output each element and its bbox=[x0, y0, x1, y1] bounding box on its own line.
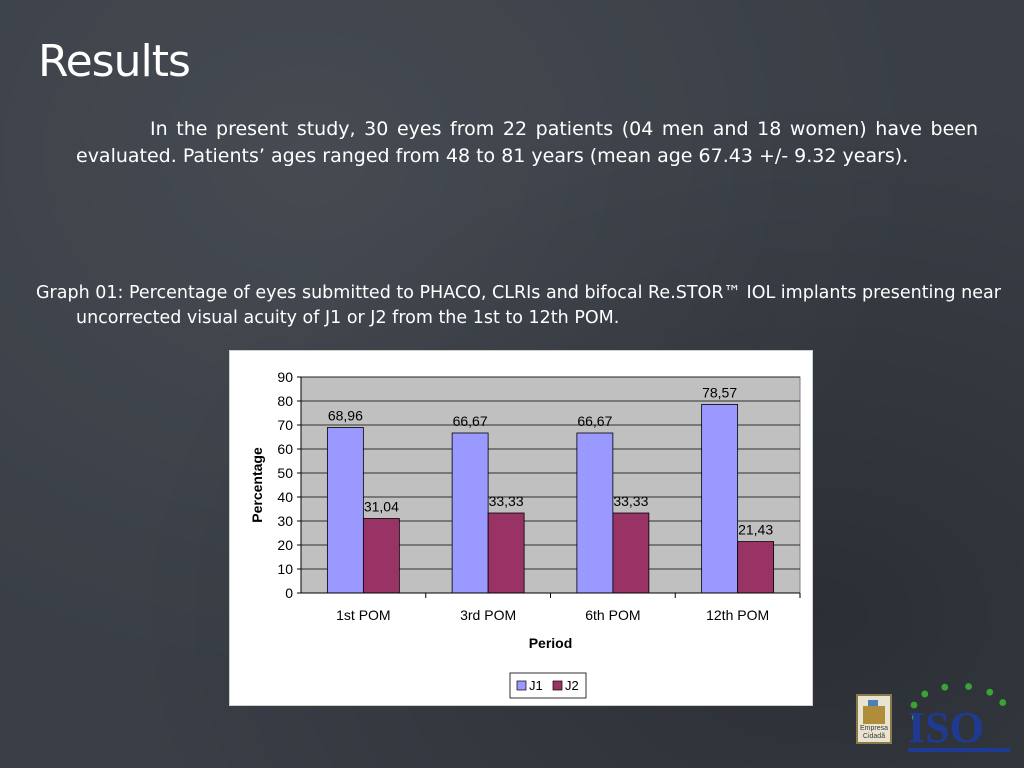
iso-dot bbox=[921, 690, 929, 698]
x-tick-label: 6th POM bbox=[585, 607, 640, 623]
logo-label: Empresa Cidadã bbox=[859, 725, 888, 740]
bar-j2 bbox=[487, 512, 525, 594]
y-axis-label: Percentage bbox=[249, 447, 265, 523]
data-label: 31,04 bbox=[364, 499, 399, 515]
iso-text: ISO bbox=[908, 703, 984, 752]
legend: J1 J2 bbox=[509, 672, 587, 699]
y-axis-ticks: 0 10 20 30 40 50 60 70 80 90 bbox=[277, 369, 302, 601]
data-label: 33,33 bbox=[613, 493, 648, 509]
y-tick-label: 90 bbox=[277, 369, 293, 385]
data-label: 78,57 bbox=[702, 384, 737, 400]
logo-building bbox=[863, 706, 885, 724]
x-tick-label: 3rd POM bbox=[460, 607, 516, 623]
empresa-cidada-logo: Empresa Cidadã bbox=[856, 694, 892, 744]
x-tick-label: 1st POM bbox=[336, 607, 390, 623]
iso-dot bbox=[910, 701, 918, 709]
iso-dot bbox=[911, 714, 919, 721]
bar-j1 bbox=[576, 432, 614, 594]
iso-logo: ISO bbox=[908, 683, 1010, 752]
bar-j2 bbox=[362, 518, 400, 594]
legend-label: J2 bbox=[565, 678, 579, 693]
data-label: 66,67 bbox=[453, 413, 488, 429]
y-tick-label: 80 bbox=[277, 393, 293, 409]
iso-underline bbox=[908, 748, 1010, 752]
iso-dot bbox=[999, 699, 1007, 706]
intro-paragraph: In the present study, 30 eyes from 22 pa… bbox=[76, 118, 978, 167]
data-label: 68,96 bbox=[328, 407, 363, 423]
bar-j2 bbox=[612, 512, 650, 594]
y-tick-label: 0 bbox=[285, 585, 293, 601]
x-tick-label: 12th POM bbox=[706, 607, 769, 623]
y-tick-label: 40 bbox=[277, 489, 293, 505]
bar-j2 bbox=[737, 541, 775, 594]
bar-j1 bbox=[451, 432, 489, 594]
bar-j1 bbox=[326, 427, 364, 594]
legend-swatch-j1 bbox=[516, 680, 527, 691]
legend-label: J1 bbox=[529, 678, 543, 693]
logo-roof bbox=[868, 700, 878, 708]
iso-dot bbox=[986, 688, 994, 696]
legend-swatch-j2 bbox=[552, 680, 563, 691]
bar-chart: 0 10 20 30 40 50 60 70 80 90 68,96 31,04 66,67 33,33… bbox=[229, 350, 813, 706]
data-label: 66,67 bbox=[577, 413, 612, 429]
y-tick-label: 60 bbox=[277, 441, 293, 457]
y-tick-label: 50 bbox=[277, 465, 293, 481]
data-label: 21,43 bbox=[738, 522, 773, 538]
iso-dot bbox=[941, 683, 949, 691]
bar-j1 bbox=[701, 404, 739, 594]
slide-title: Results bbox=[38, 36, 191, 87]
y-tick-label: 70 bbox=[277, 417, 293, 433]
graph-caption: Graph 01: Percentage of eyes submitted t… bbox=[36, 283, 1001, 328]
bar-chart-svg: 0 10 20 30 40 50 60 70 80 90 68,96 31,04 66,67 33,33… bbox=[249, 369, 801, 699]
iso-dots bbox=[910, 683, 1007, 721]
data-label: 33,33 bbox=[489, 493, 524, 509]
y-tick-label: 10 bbox=[277, 561, 293, 577]
x-axis-label: Period bbox=[529, 635, 573, 651]
x-axis-ticks: 1st POM 3rd POM 6th POM 12th POM bbox=[301, 592, 801, 623]
iso-dot bbox=[965, 683, 972, 690]
bars: 68,96 31,04 66,67 33,33 66,67 33,33 78,57 21,43 bbox=[326, 384, 775, 594]
y-tick-label: 30 bbox=[277, 513, 293, 529]
y-tick-label: 20 bbox=[277, 537, 293, 553]
